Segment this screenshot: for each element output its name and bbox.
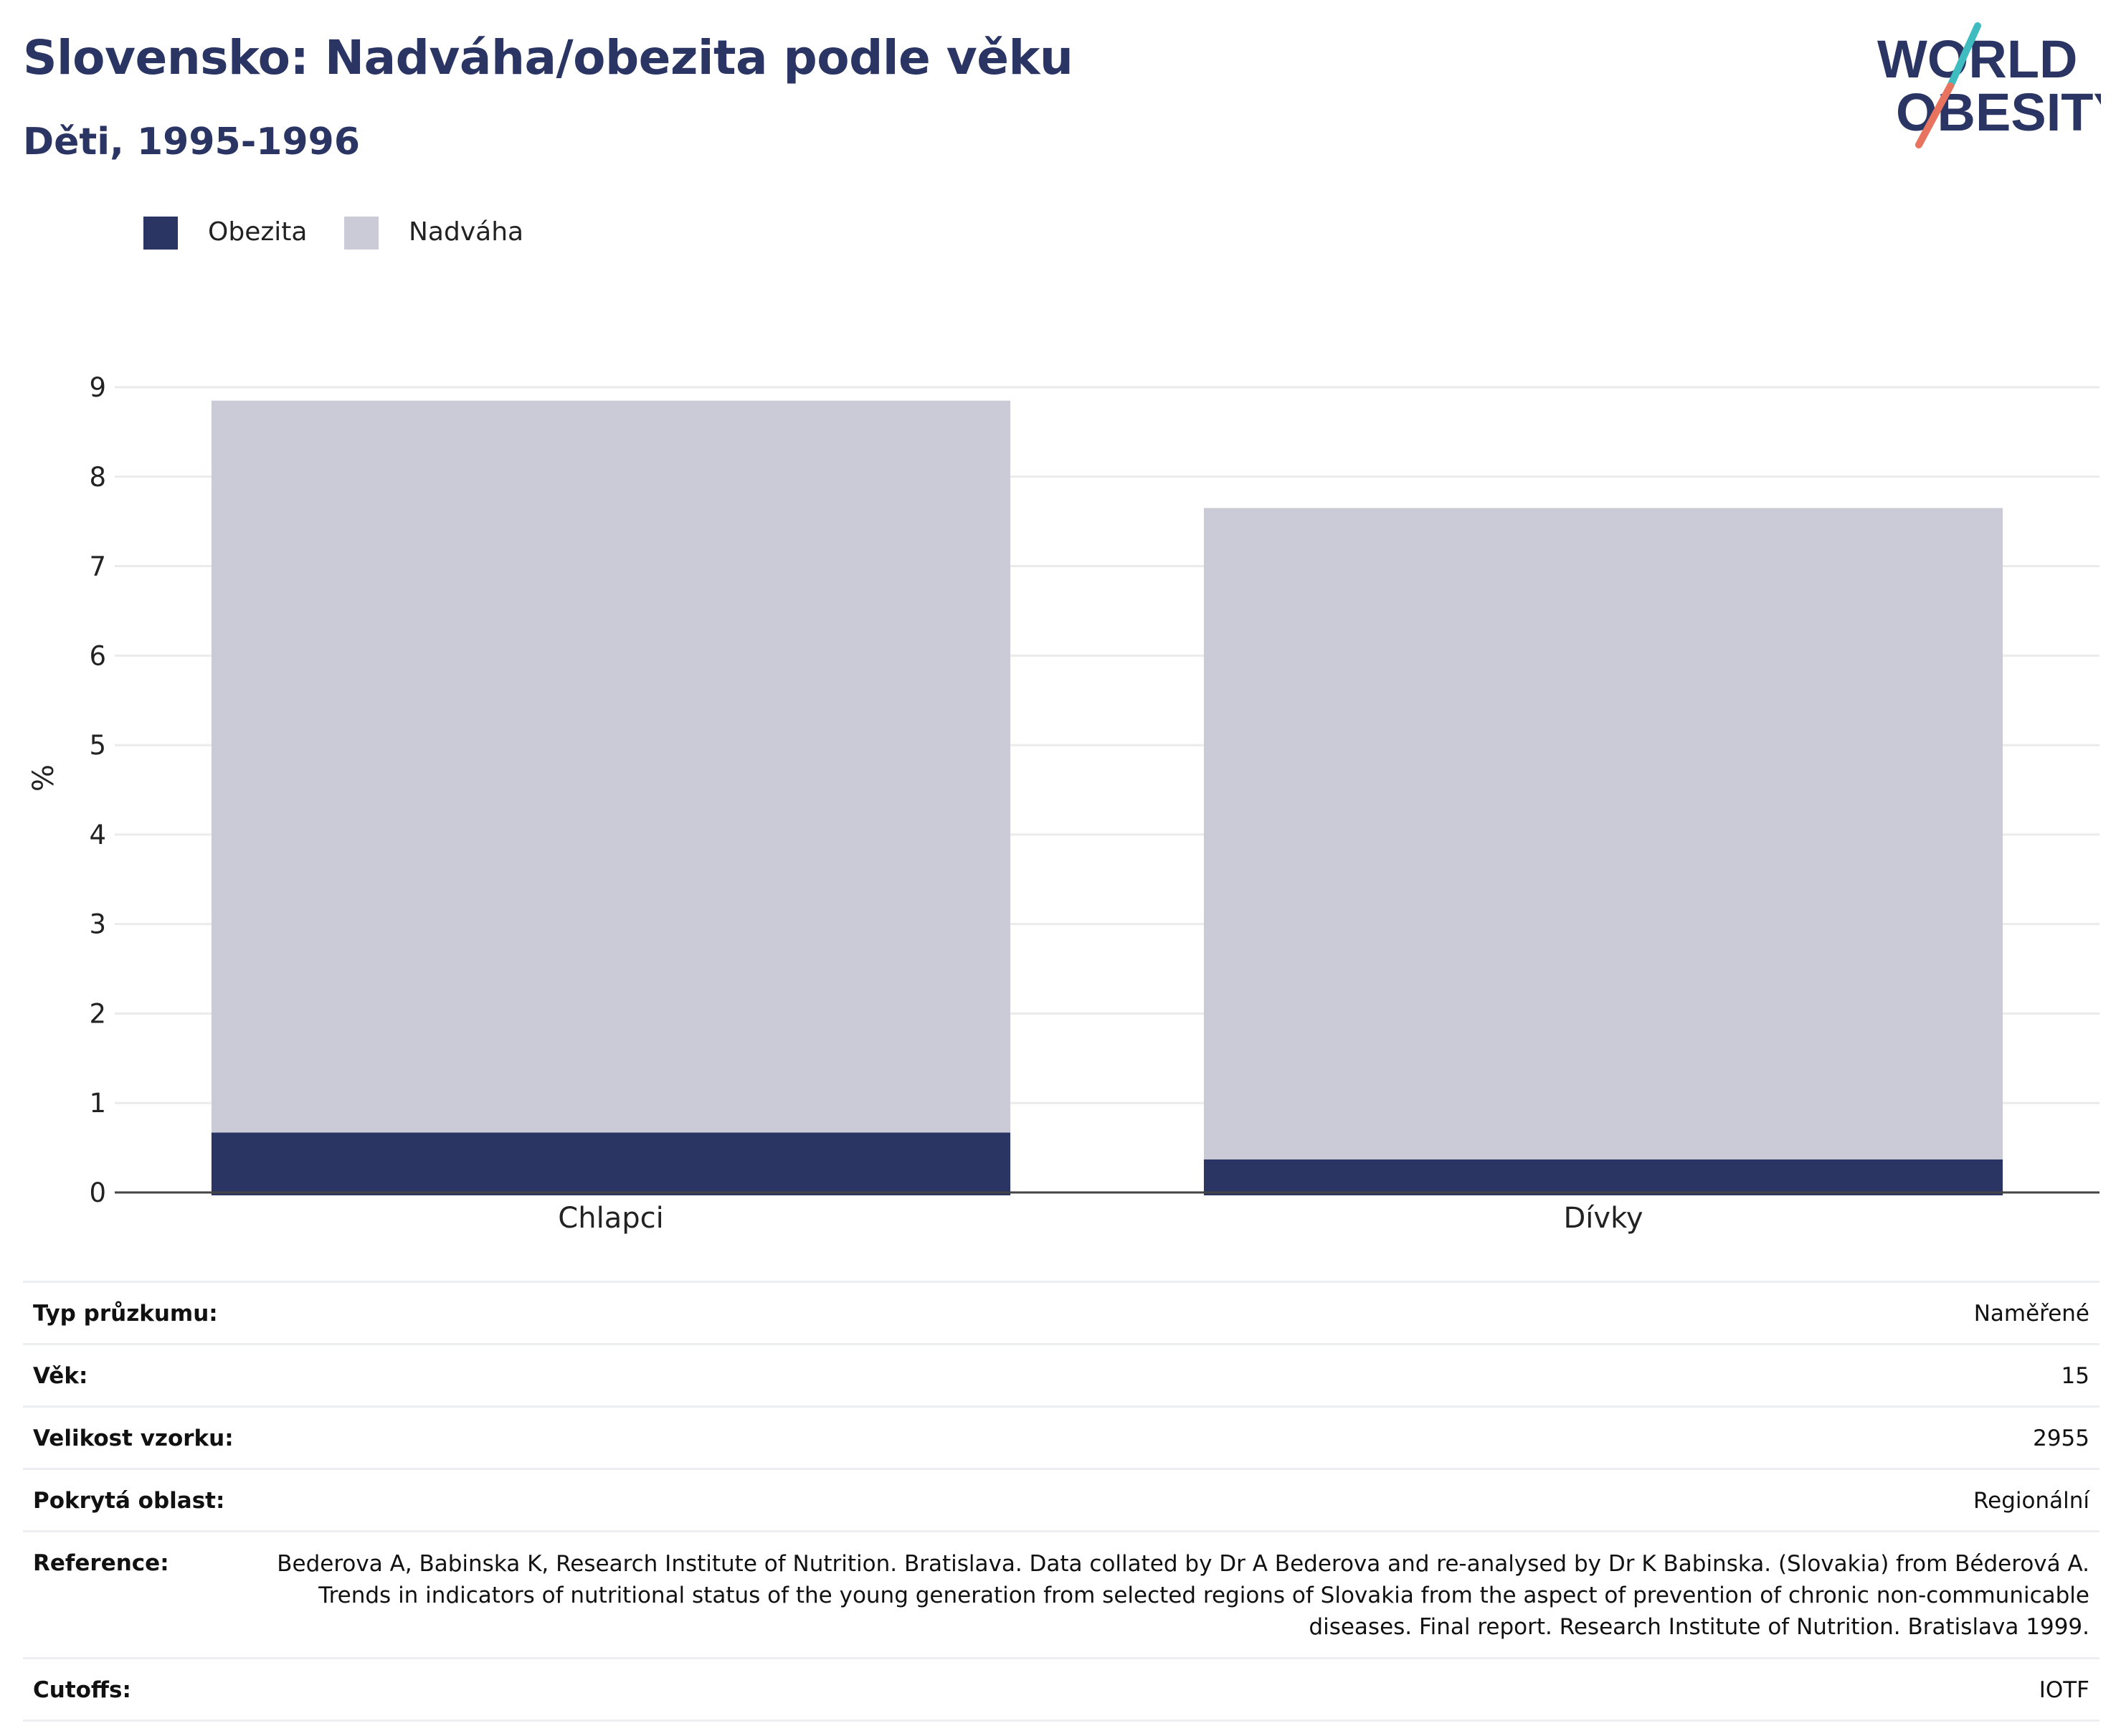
chart-title: Slovensko: Nadváha/obezita podle věku (23, 30, 1073, 85)
y-tick-label-9: 9 (89, 372, 106, 403)
legend-label-nadvaha: Nadváha (409, 217, 524, 247)
y-tick-label-5: 5 (89, 730, 106, 761)
legend-label-obezita: Obezita (208, 217, 308, 247)
y-axis-label: % (27, 764, 60, 792)
world-obesity-logo: WORLD OBESITY (1877, 22, 2101, 148)
info-row: Pokrytá oblast: Regionální (23, 1468, 2099, 1532)
info-value: IOTF (243, 1657, 2099, 1722)
bar-nadvaha-2 (1203, 508, 2003, 1159)
logo-slash-teal (1947, 22, 1981, 90)
bar-chart: 0 1 2 3 4 5 6 7 8 9% Chlapci Dívky (27, 372, 2099, 1235)
info-value: Regionální (243, 1468, 2099, 1532)
y-tick-label-7: 7 (89, 551, 106, 582)
y-tick-label-3: 3 (89, 909, 106, 940)
logo-slash-coral (1915, 82, 1954, 148)
info-key: Věk: (23, 1343, 244, 1408)
y-tick-label-2: 2 (89, 998, 106, 1029)
legend-swatch-obezita (143, 217, 178, 250)
y-tick-label-8: 8 (89, 462, 106, 493)
bar-nadvaha-1 (211, 400, 1011, 1133)
y-tick-label-6: 6 (89, 640, 106, 671)
x-tick-label-2: Dívky (1564, 1202, 1643, 1235)
info-key: Reference: (23, 1530, 244, 1659)
legend-swatch-nadvaha (344, 217, 379, 250)
chart-subtitle: Děti, 1995-1996 (23, 120, 361, 163)
info-row: Velikost vzorku: 2955 (23, 1405, 2099, 1470)
bar-obezita-1 (211, 1132, 1011, 1195)
info-row: Věk: 15 (23, 1343, 2099, 1408)
info-key: Cutoffs: (23, 1657, 244, 1722)
info-key: Velikost vzorku: (23, 1405, 244, 1470)
info-row: Typ průzkumu: Naměřené (23, 1281, 2099, 1345)
bar-obezita-2 (1203, 1159, 2003, 1195)
info-value: Bederova A, Babinska K, Research Institu… (243, 1530, 2099, 1659)
info-value: Naměřené (243, 1281, 2099, 1345)
logo-word-obesity: OBESITY (1896, 82, 2101, 142)
y-tick-label-0: 0 (89, 1177, 106, 1208)
info-key: Typ průzkumu: (23, 1281, 244, 1345)
info-row: Reference: Bederova A, Babinska K, Resear… (23, 1530, 2099, 1659)
survey-info-table: Typ průzkumu: Naměřené Věk: 15 Velikost vzor… (23, 1281, 2099, 1722)
info-value: 15 (243, 1343, 2099, 1408)
logo-word-world: WORLD (1877, 29, 2078, 89)
y-tick-label-1: 1 (89, 1088, 106, 1119)
info-value: 2955 (243, 1405, 2099, 1470)
info-row: Cutoffs: IOTF (23, 1657, 2099, 1722)
info-key: Pokrytá oblast: (23, 1468, 244, 1532)
y-tick-label-4: 4 (89, 820, 106, 850)
x-tick-label-1: Chlapci (558, 1202, 663, 1235)
